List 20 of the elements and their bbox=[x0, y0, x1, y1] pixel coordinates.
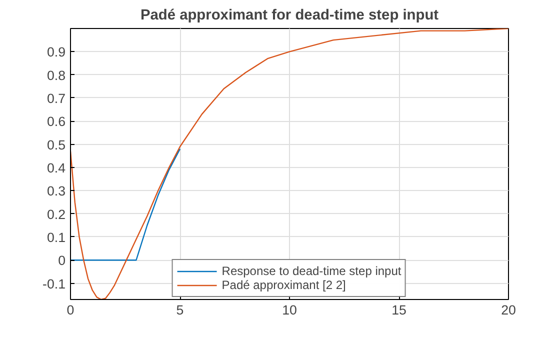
y-tick-label: 0.9 bbox=[46, 44, 66, 60]
y-tick-label: 0 bbox=[58, 253, 66, 268]
y-tick-label: 0.6 bbox=[46, 114, 66, 130]
x-tick-label: 15 bbox=[392, 302, 406, 318]
y-tick-label: 0.4 bbox=[46, 160, 66, 176]
x-tick-label: 20 bbox=[501, 302, 516, 318]
x-tick-label: 10 bbox=[282, 302, 297, 318]
y-tick-label: 0.8 bbox=[46, 68, 66, 83]
chart-title: Padé approximant for dead-time step input bbox=[140, 8, 439, 24]
y-tick-label: 0.5 bbox=[46, 137, 66, 152]
y-tick-label: 0.2 bbox=[46, 206, 66, 222]
y-tick-label: 0.1 bbox=[46, 230, 66, 245]
x-tick-label: 5 bbox=[176, 302, 184, 318]
line-series bbox=[70, 28, 508, 300]
legend-label: Response to dead-time step input bbox=[222, 264, 402, 278]
legend-label: Padé approximant [2 2] bbox=[222, 278, 346, 292]
y-tick-label: 0.7 bbox=[46, 90, 66, 106]
y-tick-label: -0.1 bbox=[42, 276, 66, 292]
y-tick-label: 0.3 bbox=[46, 184, 66, 199]
line-series bbox=[70, 148, 181, 261]
